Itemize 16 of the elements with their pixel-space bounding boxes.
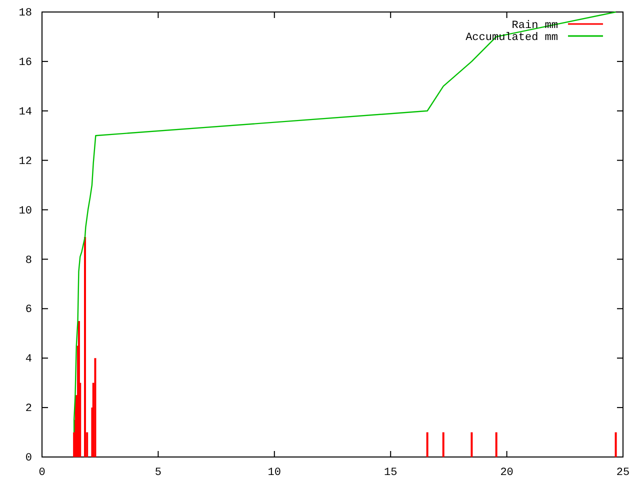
- y-tick-label: 6: [25, 304, 32, 316]
- x-tick-label: 10: [268, 466, 281, 479]
- y-tick-label: 16: [18, 56, 32, 69]
- x-tick-label: 20: [500, 466, 514, 479]
- y-tick-label: 4: [25, 354, 32, 366]
- y-tick-label: 12: [18, 156, 32, 168]
- x-tick-label: 5: [154, 466, 162, 479]
- x-tick-label: 15: [384, 466, 398, 479]
- x-tick-label: 0: [38, 466, 46, 479]
- y-tick-label: 2: [25, 403, 32, 416]
- y-tick-label: 10: [18, 205, 32, 218]
- y-tick-label: 8: [25, 254, 32, 267]
- y-tick-label: 18: [18, 8, 32, 20]
- y-tick-label: 14: [18, 106, 32, 118]
- x-tick-label: 25: [616, 466, 630, 479]
- y-tick-label: 0: [25, 452, 32, 465]
